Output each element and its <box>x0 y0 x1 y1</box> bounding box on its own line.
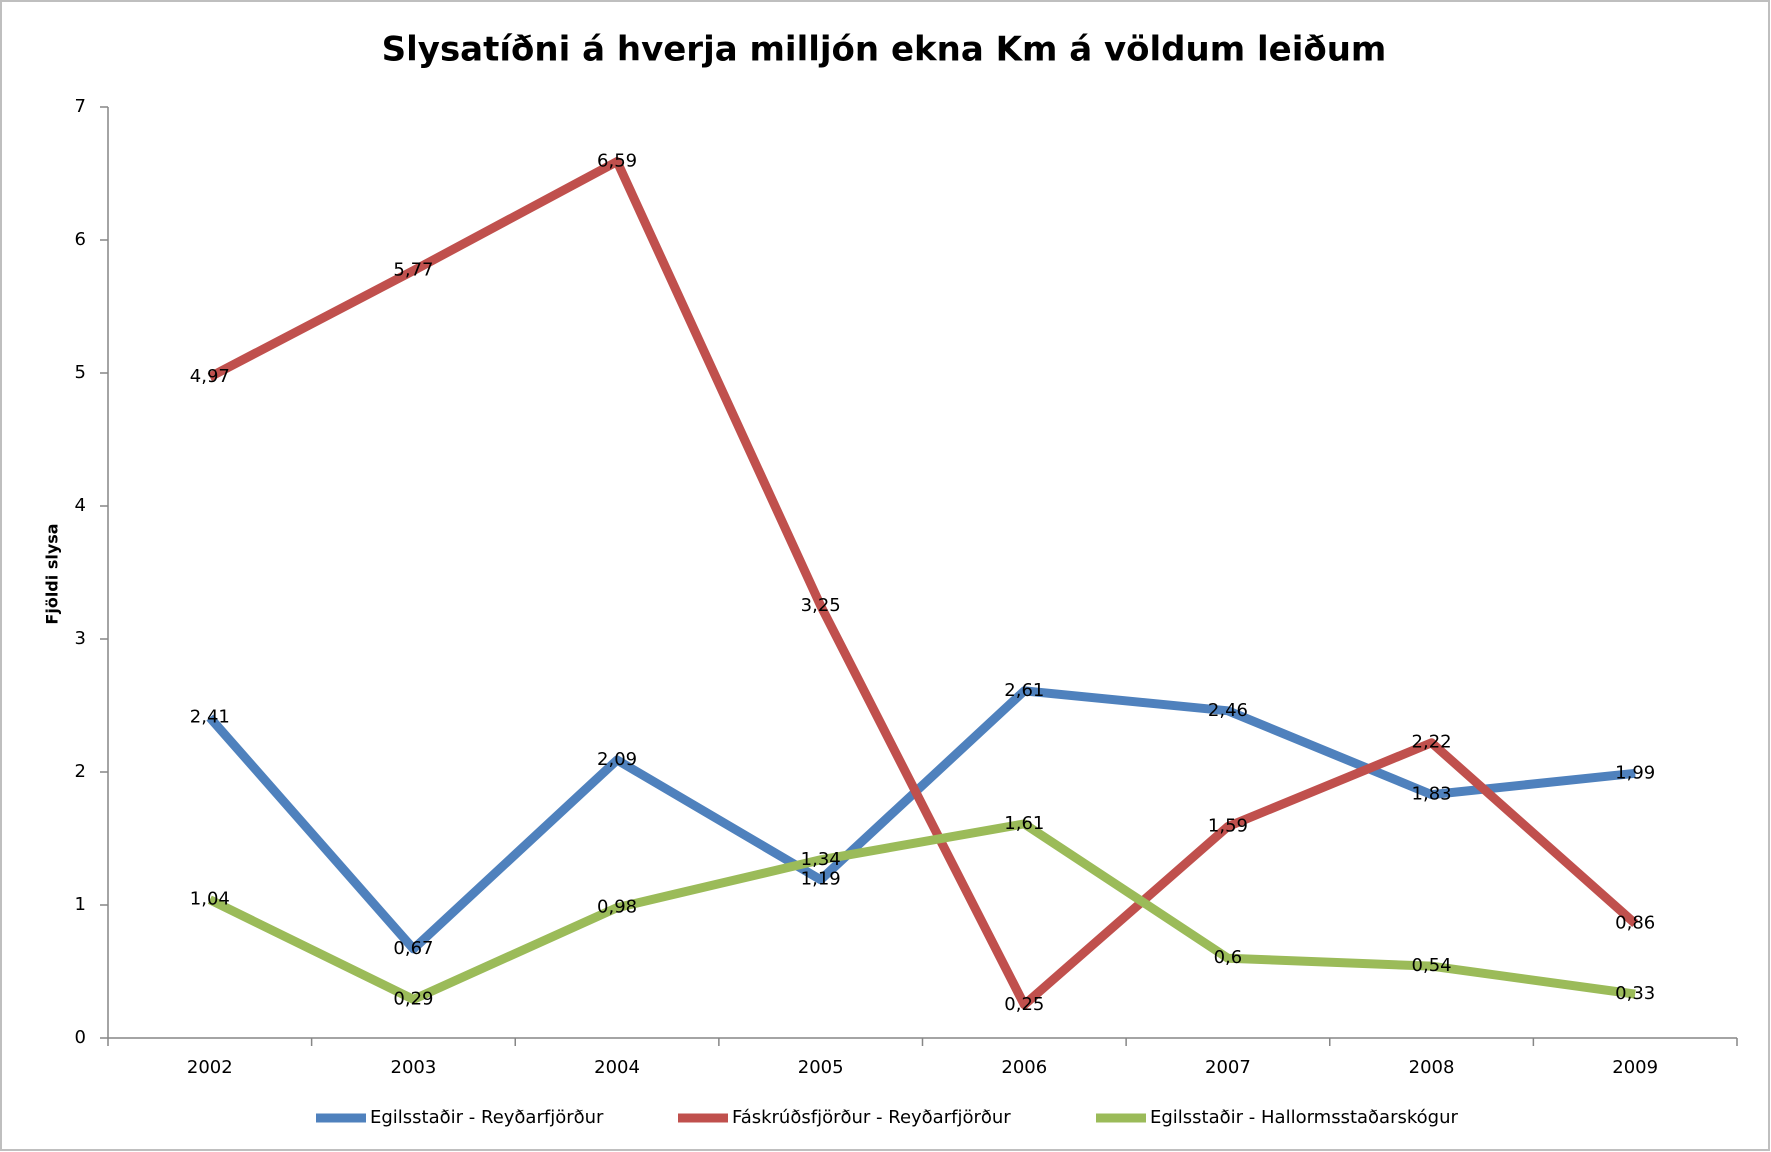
data-label: 2,46 <box>1208 700 1248 721</box>
x-tick-label: 2002 <box>187 1057 233 1078</box>
data-label: 1,34 <box>801 849 841 870</box>
data-label: 0,98 <box>597 897 637 918</box>
legend-label: Egilsstaðir - Reyðarfjörður <box>370 1107 604 1128</box>
y-tick-label: 7 <box>75 96 86 117</box>
y-tick-label: 2 <box>75 761 86 782</box>
data-label: 1,59 <box>1208 816 1248 837</box>
data-label: 2,09 <box>597 749 637 770</box>
data-label: 0,6 <box>1214 947 1243 968</box>
data-label: 0,33 <box>1615 983 1655 1004</box>
series-line <box>207 157 1639 1010</box>
data-label: 6,59 <box>597 151 637 172</box>
data-label: 3,25 <box>801 595 841 616</box>
x-tick-label: 2008 <box>1409 1057 1455 1078</box>
y-tick-label: 0 <box>75 1027 86 1048</box>
data-label: 0,29 <box>393 988 433 1009</box>
x-tick-label: 2005 <box>798 1057 844 1078</box>
data-label: 1,61 <box>1004 813 1044 834</box>
y-tick-label: 5 <box>75 362 86 383</box>
y-tick-label: 3 <box>75 628 86 649</box>
series-line <box>207 819 1636 1004</box>
data-label: 0,67 <box>393 938 433 959</box>
data-label: 5,77 <box>393 260 433 281</box>
data-label: 0,25 <box>1004 994 1044 1015</box>
x-tick-label: 2004 <box>594 1057 640 1078</box>
x-tick-label: 2006 <box>1001 1057 1047 1078</box>
data-label: 4,97 <box>190 366 230 387</box>
data-label: 1,04 <box>190 889 230 910</box>
y-axis-label: Fjöldi slysa <box>43 523 62 624</box>
data-label: 2,41 <box>190 706 230 727</box>
y-tick-label: 6 <box>75 229 86 250</box>
series-line <box>206 686 1636 954</box>
x-tick-label: 2007 <box>1205 1057 1251 1078</box>
chart-title: Slysatíðni á hverja milljón ekna Km á vö… <box>382 30 1387 70</box>
data-label: 0,54 <box>1412 955 1452 976</box>
data-label: 1,83 <box>1412 784 1452 805</box>
y-tick-label: 4 <box>75 495 86 516</box>
data-label: 2,61 <box>1004 680 1044 701</box>
x-tick-label: 2009 <box>1612 1057 1658 1078</box>
legend-label: Egilsstaðir - Hallormsstaðarskógur <box>1150 1107 1458 1128</box>
legend-label: Fáskrúðsfjörður - Reyðarfjörður <box>732 1107 1011 1128</box>
y-tick-label: 1 <box>75 894 86 915</box>
x-tick-label: 2003 <box>391 1057 437 1078</box>
data-label: 1,19 <box>801 869 841 890</box>
data-label: 0,86 <box>1615 913 1655 934</box>
data-label: 1,99 <box>1615 762 1655 783</box>
data-label: 2,22 <box>1412 732 1452 753</box>
